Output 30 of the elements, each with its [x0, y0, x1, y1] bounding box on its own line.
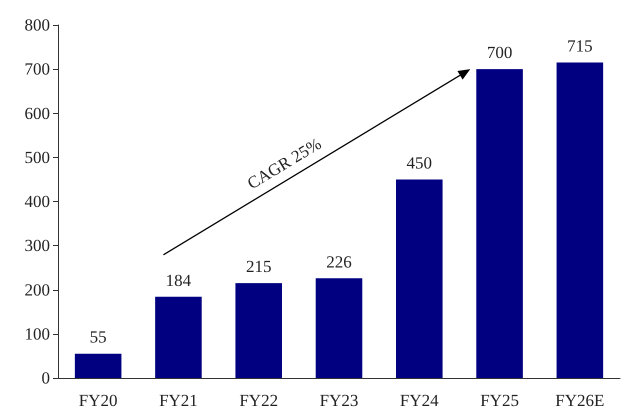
- bar: [316, 278, 362, 378]
- y-tick-label: 400: [24, 192, 50, 211]
- bar: [556, 62, 604, 378]
- bar: [235, 283, 282, 378]
- y-tick-label: 300: [24, 236, 50, 256]
- y-tick-label: 500: [24, 148, 50, 167]
- data-label: 55: [90, 328, 107, 347]
- data-label: 215: [246, 257, 272, 276]
- y-tick-label: 800: [24, 16, 50, 34]
- x-tick-label: FY22: [239, 391, 278, 410]
- y-tick-label: 200: [24, 280, 50, 300]
- data-label: 715: [567, 36, 593, 56]
- y-tick-label: 700: [24, 60, 50, 79]
- y-tick-label: 100: [24, 324, 50, 344]
- x-tick-label: FY21: [159, 391, 198, 410]
- data-label: 700: [486, 43, 512, 62]
- y-tick-label: 0: [42, 368, 50, 388]
- x-tick-label: FY26E: [555, 391, 604, 410]
- bar: [396, 179, 443, 378]
- bar: [155, 296, 202, 378]
- bar: [74, 354, 122, 378]
- x-tick-label: FY25: [480, 391, 519, 410]
- y-tick-label: 600: [24, 104, 50, 123]
- x-tick-label: FY23: [320, 391, 358, 410]
- data-label: 450: [406, 153, 432, 172]
- x-tick-label: FY24: [400, 391, 440, 410]
- bar: [476, 69, 523, 378]
- data-label: 226: [326, 252, 352, 272]
- x-tick-label: FY20: [78, 391, 118, 410]
- data-label: 184: [166, 270, 192, 290]
